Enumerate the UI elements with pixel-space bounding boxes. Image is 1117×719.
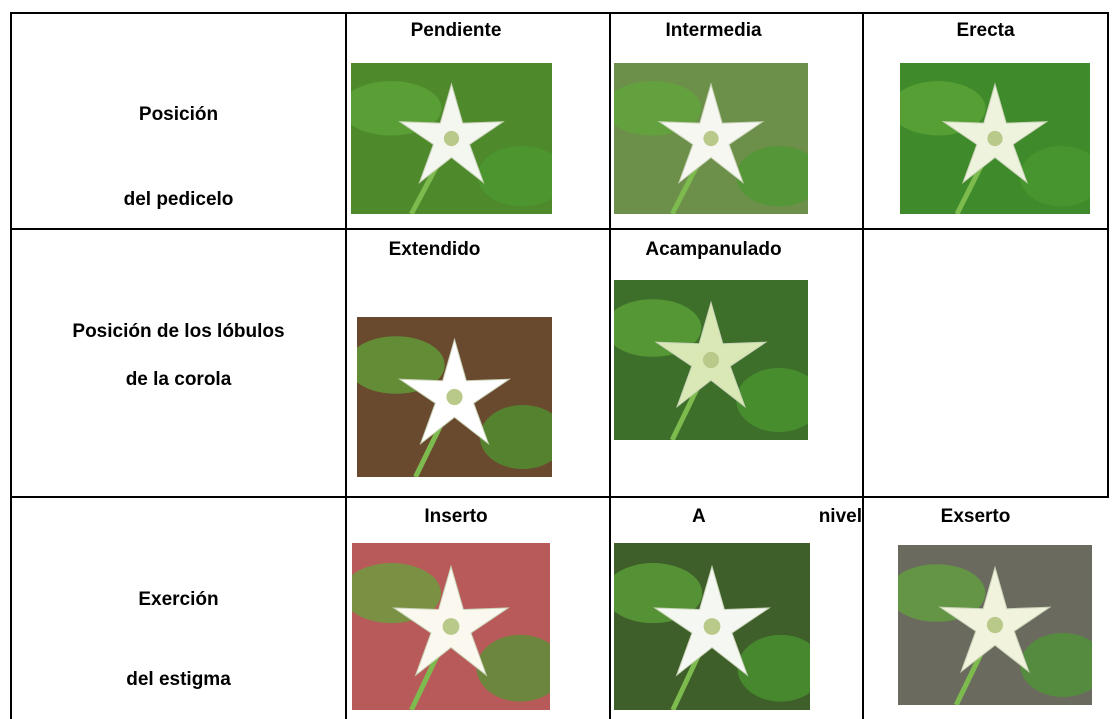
photo-part: [703, 130, 719, 147]
photo: [900, 63, 1090, 214]
caption: Intermedia: [665, 20, 762, 41]
border: [862, 12, 864, 719]
border: [10, 228, 1109, 230]
photo-part: [736, 368, 808, 432]
photo-part: [898, 564, 986, 622]
border: [345, 12, 347, 719]
row-label: Posición: [138, 104, 219, 125]
row-label: de la corola: [125, 369, 232, 390]
photo-part: [479, 405, 552, 469]
photo-part: [357, 336, 445, 394]
border: [10, 12, 12, 719]
photo-part: [476, 634, 550, 702]
row-label: Exerción: [138, 589, 219, 610]
photo-part: [702, 351, 720, 369]
row-label: del estigma: [126, 669, 231, 690]
photo-part: [477, 146, 552, 207]
caption: Inserto: [424, 506, 488, 527]
caption: Exserto: [940, 506, 1011, 527]
photo-part: [352, 563, 442, 624]
photo-part: [737, 634, 810, 702]
caption: Extendido: [388, 239, 481, 260]
border: [609, 12, 611, 719]
border: [10, 12, 1109, 14]
photo-part: [1020, 633, 1092, 697]
photo-part: [986, 616, 1004, 634]
row-label: Posición de los lóbulos: [72, 321, 285, 342]
row-label: del pedicelo: [123, 189, 234, 210]
caption: Acampanulado: [645, 239, 782, 260]
photo-part: [1019, 146, 1090, 207]
photo: [614, 543, 810, 710]
photo-part: [443, 130, 460, 147]
photo-part: [900, 81, 986, 136]
border: [10, 496, 1109, 498]
caption: Erecta: [956, 20, 1015, 41]
photo-part: [614, 81, 702, 136]
photo-part: [614, 299, 702, 357]
photo-part: [442, 618, 460, 635]
photo-part: [703, 618, 721, 635]
border: [1107, 12, 1109, 498]
photo: [351, 63, 552, 214]
caption: Pendiente: [410, 20, 502, 41]
photo: [614, 280, 808, 440]
photo-part: [614, 563, 703, 624]
photo-part: [736, 146, 808, 207]
caption: A nivel: [692, 506, 862, 527]
photo: [898, 545, 1092, 705]
photo: [352, 543, 550, 710]
photo-part: [987, 130, 1003, 147]
photo-part: [446, 388, 463, 406]
photo: [614, 63, 808, 214]
photo: [357, 317, 552, 477]
